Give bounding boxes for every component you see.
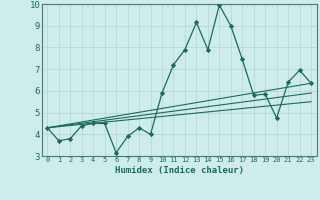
X-axis label: Humidex (Indice chaleur): Humidex (Indice chaleur) xyxy=(115,166,244,175)
